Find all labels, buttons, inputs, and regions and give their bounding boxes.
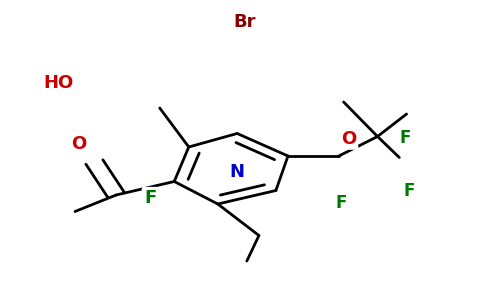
Text: N: N xyxy=(230,163,244,181)
Text: O: O xyxy=(71,135,86,153)
Text: F: F xyxy=(400,129,411,147)
Text: Br: Br xyxy=(233,13,256,31)
Text: O: O xyxy=(341,130,356,148)
Text: F: F xyxy=(403,182,415,200)
Text: F: F xyxy=(335,194,347,212)
Text: HO: HO xyxy=(43,74,73,92)
Text: F: F xyxy=(144,189,156,207)
